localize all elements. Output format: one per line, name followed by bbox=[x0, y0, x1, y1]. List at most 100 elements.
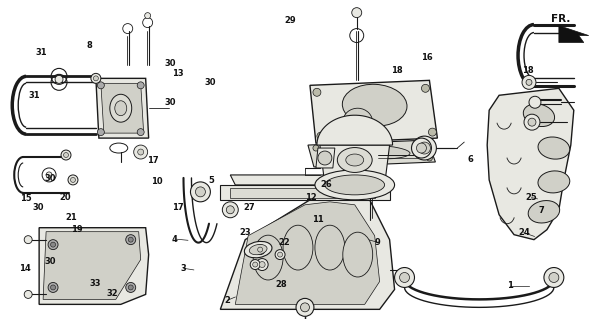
Text: 6: 6 bbox=[468, 155, 474, 164]
Text: 23: 23 bbox=[240, 228, 251, 237]
Text: 30: 30 bbox=[204, 78, 215, 87]
Circle shape bbox=[296, 298, 314, 316]
Text: 24: 24 bbox=[518, 228, 530, 237]
Circle shape bbox=[137, 149, 143, 155]
Circle shape bbox=[318, 151, 332, 165]
Circle shape bbox=[250, 260, 260, 269]
Circle shape bbox=[55, 76, 63, 83]
Text: 25: 25 bbox=[525, 193, 537, 202]
Text: 14: 14 bbox=[19, 264, 31, 274]
Text: 17: 17 bbox=[146, 156, 158, 165]
Ellipse shape bbox=[253, 235, 283, 280]
Text: 30: 30 bbox=[44, 174, 55, 183]
Text: 7: 7 bbox=[538, 206, 544, 215]
Circle shape bbox=[253, 262, 258, 267]
Text: 33: 33 bbox=[89, 279, 101, 288]
Polygon shape bbox=[230, 188, 375, 198]
Circle shape bbox=[223, 202, 238, 218]
Ellipse shape bbox=[342, 84, 407, 126]
Circle shape bbox=[400, 273, 409, 283]
Circle shape bbox=[297, 300, 313, 315]
Ellipse shape bbox=[249, 244, 267, 255]
Polygon shape bbox=[230, 175, 380, 185]
Ellipse shape bbox=[346, 154, 364, 166]
Text: 8: 8 bbox=[86, 41, 92, 51]
Circle shape bbox=[98, 129, 104, 136]
Circle shape bbox=[68, 175, 78, 185]
Circle shape bbox=[256, 259, 268, 270]
Text: 5: 5 bbox=[209, 176, 215, 185]
Circle shape bbox=[416, 143, 427, 153]
Circle shape bbox=[61, 150, 71, 160]
Circle shape bbox=[421, 84, 430, 92]
Polygon shape bbox=[310, 80, 437, 143]
Ellipse shape bbox=[315, 170, 394, 200]
Text: 17: 17 bbox=[172, 203, 184, 212]
Text: 3: 3 bbox=[181, 264, 187, 273]
Circle shape bbox=[427, 155, 433, 161]
Circle shape bbox=[394, 268, 415, 287]
Polygon shape bbox=[487, 88, 574, 240]
Text: 22: 22 bbox=[278, 238, 290, 247]
Circle shape bbox=[412, 136, 436, 160]
Text: 28: 28 bbox=[275, 280, 287, 289]
Circle shape bbox=[129, 285, 133, 290]
Circle shape bbox=[24, 291, 32, 298]
Circle shape bbox=[259, 261, 265, 268]
Text: 18: 18 bbox=[522, 66, 533, 75]
Circle shape bbox=[317, 159, 323, 165]
Circle shape bbox=[129, 237, 133, 242]
Text: 30: 30 bbox=[164, 98, 176, 107]
Polygon shape bbox=[220, 185, 390, 200]
Circle shape bbox=[528, 118, 536, 126]
Polygon shape bbox=[39, 228, 149, 304]
Polygon shape bbox=[96, 78, 149, 138]
Circle shape bbox=[313, 88, 321, 96]
Ellipse shape bbox=[315, 225, 345, 270]
Circle shape bbox=[48, 240, 58, 250]
Circle shape bbox=[258, 247, 262, 252]
Polygon shape bbox=[317, 115, 393, 145]
Polygon shape bbox=[316, 148, 335, 168]
Circle shape bbox=[313, 145, 319, 151]
Ellipse shape bbox=[523, 104, 555, 126]
Text: 27: 27 bbox=[243, 203, 255, 212]
Text: 19: 19 bbox=[71, 225, 83, 234]
Circle shape bbox=[64, 153, 68, 157]
Text: 30: 30 bbox=[164, 59, 176, 68]
Text: 32: 32 bbox=[107, 289, 118, 298]
Ellipse shape bbox=[355, 153, 365, 163]
Circle shape bbox=[51, 285, 55, 290]
Text: 18: 18 bbox=[392, 66, 403, 75]
Text: 30: 30 bbox=[32, 203, 44, 212]
Circle shape bbox=[275, 250, 285, 260]
Text: 15: 15 bbox=[20, 194, 32, 204]
Circle shape bbox=[421, 141, 427, 147]
Ellipse shape bbox=[343, 108, 372, 136]
Circle shape bbox=[549, 273, 559, 283]
Polygon shape bbox=[235, 202, 380, 304]
Circle shape bbox=[524, 114, 540, 130]
Circle shape bbox=[522, 76, 536, 89]
Ellipse shape bbox=[110, 94, 131, 122]
Ellipse shape bbox=[337, 148, 372, 172]
Polygon shape bbox=[43, 232, 140, 300]
Circle shape bbox=[317, 132, 325, 140]
Circle shape bbox=[70, 177, 76, 182]
Text: 12: 12 bbox=[305, 193, 317, 202]
Circle shape bbox=[93, 76, 98, 81]
Text: 26: 26 bbox=[320, 180, 332, 189]
Ellipse shape bbox=[538, 171, 570, 193]
Text: 30: 30 bbox=[44, 257, 55, 266]
Circle shape bbox=[418, 142, 430, 154]
Circle shape bbox=[428, 128, 436, 136]
Polygon shape bbox=[308, 140, 436, 167]
Text: 31: 31 bbox=[28, 91, 40, 100]
Text: 13: 13 bbox=[172, 69, 184, 78]
Ellipse shape bbox=[538, 137, 570, 159]
Circle shape bbox=[98, 82, 104, 89]
Circle shape bbox=[134, 145, 148, 159]
Ellipse shape bbox=[343, 232, 372, 277]
Ellipse shape bbox=[283, 225, 313, 270]
Circle shape bbox=[126, 283, 136, 292]
